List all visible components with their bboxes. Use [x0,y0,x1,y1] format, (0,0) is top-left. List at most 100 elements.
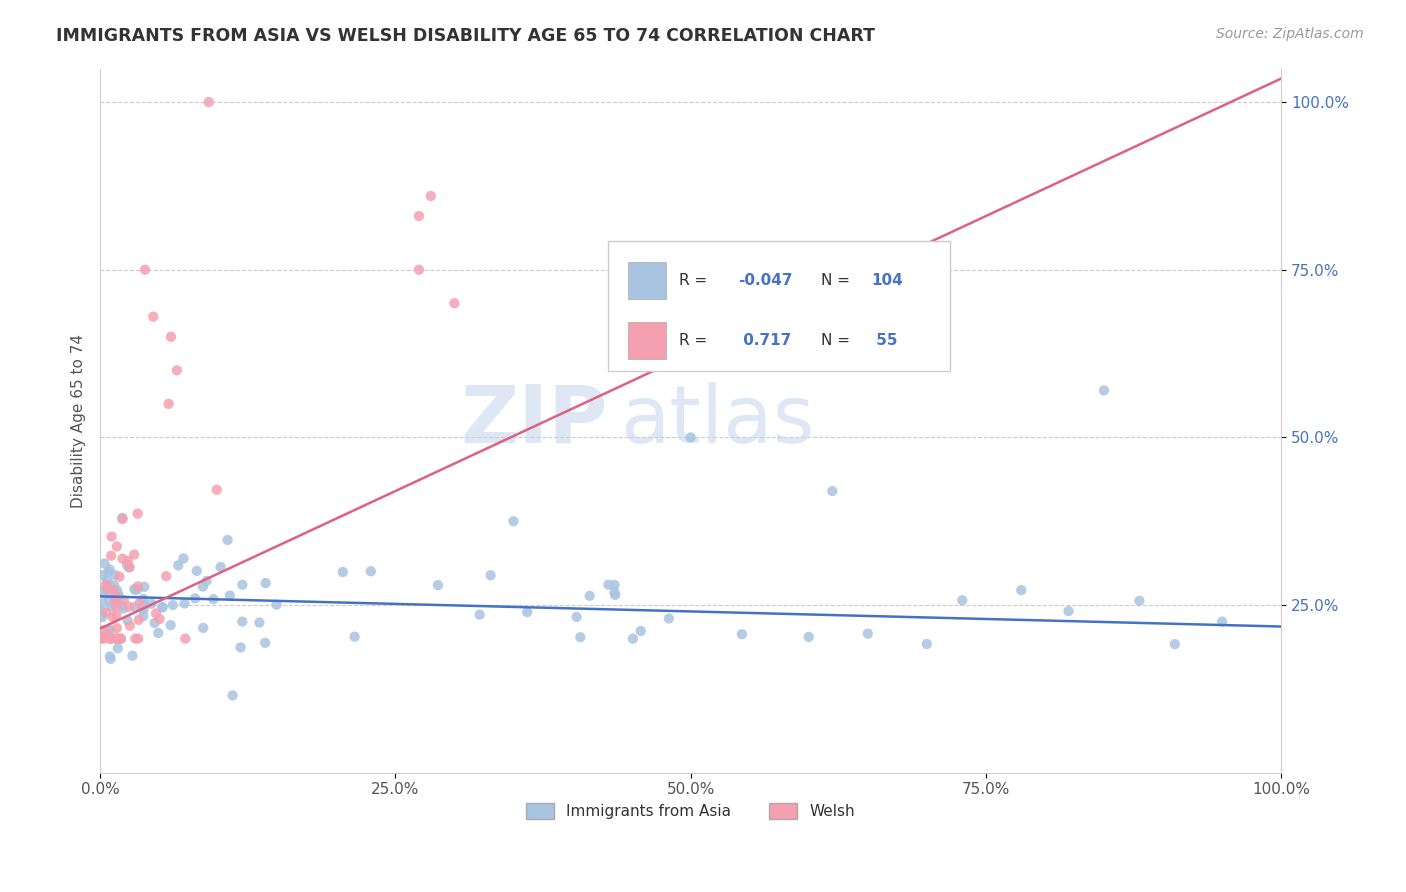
Point [100,632,122,646]
Point [91,596,114,610]
Point [97,623,120,637]
Point [111,510,134,524]
Point [97,582,120,596]
Point [142,310,165,324]
Point [254,636,277,650]
Point [408,262,430,277]
Point [155,569,177,583]
Text: ZIP: ZIP [461,382,607,459]
Text: 0.717: 0.717 [738,334,792,349]
Point [479,568,502,582]
Point [134,580,156,594]
Point [419,189,441,203]
Point [408,209,430,223]
Point [1010,583,1032,598]
Point [565,610,588,624]
Point [118,560,141,574]
Point [93,632,115,646]
Point [132,609,155,624]
Point [105,607,128,622]
Point [193,621,215,635]
Point [231,578,253,592]
Point [127,632,149,646]
Point [105,596,128,610]
Point [173,551,195,566]
Point [205,483,228,497]
Point [105,632,128,646]
Point [124,632,146,646]
Point [141,597,163,611]
Point [217,533,239,547]
Point [145,607,167,621]
Point [96,574,118,588]
Point [98,562,121,576]
Point [104,599,127,614]
Point [343,630,366,644]
Text: Source: ZipAtlas.com: Source: ZipAtlas.com [1216,27,1364,41]
Point [94,578,117,592]
Point [950,593,973,607]
Point [96,587,118,601]
Point [103,582,125,597]
Point [115,558,138,572]
Point [360,564,382,578]
Point [111,512,134,526]
Point [132,603,155,617]
Point [104,568,127,582]
Point [162,598,184,612]
Point [118,599,141,614]
Point [229,640,252,655]
FancyBboxPatch shape [628,262,666,299]
Point [127,582,149,597]
Text: -0.047: -0.047 [738,273,793,288]
Point [221,689,243,703]
Point [603,585,626,599]
Point [100,530,122,544]
Point [1211,615,1233,629]
Point [105,590,128,604]
Point [91,610,114,624]
Point [159,618,181,632]
Text: 104: 104 [872,273,903,288]
Point [468,607,491,622]
Point [218,589,240,603]
Point [191,580,214,594]
Point [148,612,170,626]
Point [121,648,143,663]
Point [247,615,270,630]
Point [127,579,149,593]
Text: R =: R = [679,273,711,288]
Point [105,621,128,635]
Point [166,363,188,377]
Text: atlas: atlas [620,382,814,459]
Point [630,624,652,638]
Text: IMMIGRANTS FROM ASIA VS WELSH DISABILITY AGE 65 TO 74 CORRELATION CHART: IMMIGRANTS FROM ASIA VS WELSH DISABILITY… [56,27,876,45]
Point [915,637,938,651]
Point [93,557,115,571]
Point [821,484,844,499]
Point [603,578,626,592]
Point [110,632,132,646]
Point [605,588,627,602]
Point [111,551,134,566]
Point [132,591,155,606]
Point [124,600,146,615]
Point [134,598,156,612]
Point [427,578,450,592]
Point [184,591,207,606]
Point [91,584,114,599]
Point [91,632,114,646]
Point [91,568,114,582]
Point [111,599,134,613]
Point [98,649,121,664]
Point [195,574,218,588]
Point [122,548,145,562]
Point [202,592,225,607]
Point [97,593,120,607]
Point [101,610,124,624]
Point [150,600,173,615]
Point [97,626,120,640]
Point [100,599,122,614]
Point [105,591,128,605]
Point [128,613,150,627]
